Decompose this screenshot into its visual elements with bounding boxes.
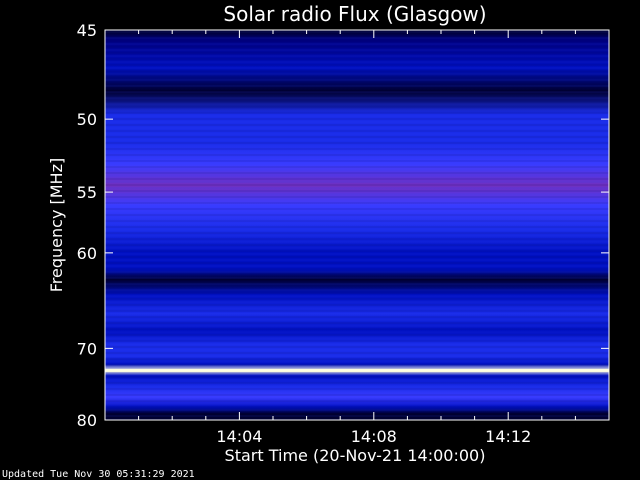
heatmap-streaks (105, 31, 609, 420)
x-axis-label: Start Time (20-Nov-21 14:00:00) (225, 446, 486, 465)
y-tick-label: 55 (77, 183, 97, 202)
y-tick-label: 45 (77, 21, 97, 40)
y-axis: 45 50 55 60 70 80 (77, 21, 609, 430)
x-tick-label: 14:04 (216, 427, 262, 446)
x-tick-label: 14:12 (485, 427, 531, 446)
chart-title: Solar radio Flux (Glasgow) (223, 2, 486, 26)
y-tick-label: 80 (77, 411, 97, 430)
plot-area (104, 29, 610, 421)
y-tick-label: 60 (77, 244, 97, 263)
x-tick-label: 14:08 (351, 427, 397, 446)
updated-timestamp: Updated Tue Nov 30 05:31:29 2021 (2, 469, 195, 480)
emission-line (105, 368, 609, 372)
plot-frame (104, 29, 610, 421)
y-tick-label: 50 (77, 110, 97, 129)
y-tick-label: 70 (77, 339, 97, 358)
heatmap-background (105, 30, 609, 420)
x-axis: 14:04 14:08 14:12 (138, 30, 576, 446)
y-axis-label: Frequency [MHz] (47, 158, 66, 292)
